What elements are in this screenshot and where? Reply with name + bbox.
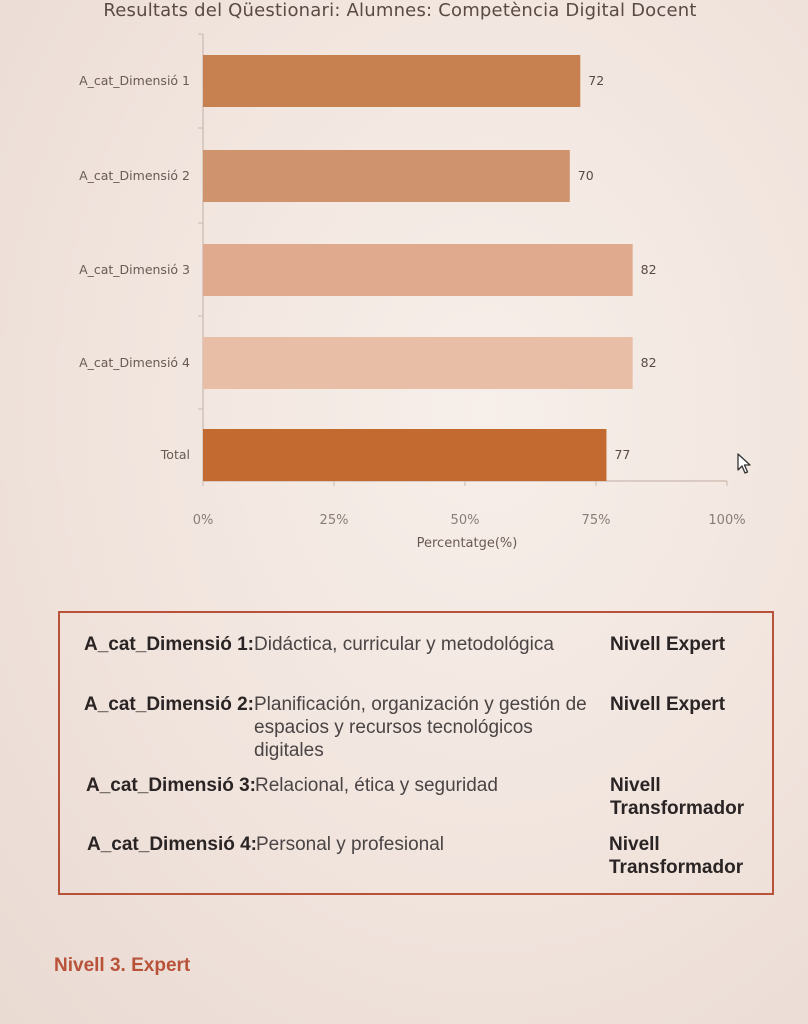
x-tick-label: 0% [193,513,214,528]
x-tick-label: 100% [708,513,745,528]
bar [203,244,633,296]
data-label: 70 [578,168,594,183]
x-axis-label: Percentatge(%) [417,536,518,551]
bar [203,150,570,202]
bar-chart: A_cat_Dimensió 1 72 A_cat_Dimensió 2 70 A_ca… [79,33,746,551]
dimension-description: Planificación, organización y gestión de… [254,694,587,761]
x-tick-label: 25% [320,513,349,528]
category-label: Total [160,447,190,462]
dimension-label: A_cat_Dimensió 4: [87,834,258,855]
category-label: A_cat_Dimensió 4 [79,355,190,370]
bar [203,337,633,389]
dimension-label: A_cat_Dimensió 2: [84,694,255,715]
dimension-label: A_cat_Dimensió 1: [84,634,255,655]
data-label: 82 [641,355,657,370]
bar [203,55,581,107]
dimension-description: Personal y profesional [256,834,444,855]
category-label: A_cat_Dimensió 3 [79,262,190,277]
dimension-description: Relacional, ética y seguridad [255,775,498,796]
mouse-pointer-icon [737,453,751,474]
dimension-level: Nivell Expert [610,694,726,715]
category-label: A_cat_Dimensió 2 [79,168,190,183]
data-label: 82 [641,262,657,277]
x-tick-label: 75% [582,513,611,528]
category-label: A_cat_Dimensió 1 [79,73,190,88]
bar [203,429,607,481]
dimension-level: Nivell Transformador [610,775,745,819]
x-tick-label: 50% [451,513,480,528]
chart-title: Resultats del Qüestionari: Alumnes: Comp… [103,0,697,21]
data-label: 77 [614,447,630,462]
data-label: 72 [588,73,604,88]
section-heading: Nivell 3. Expert [54,955,191,976]
dimension-label: A_cat_Dimensió 3: [86,775,257,796]
dimension-summary-table: A_cat_Dimensió 1: Didáctica, curricular … [58,611,774,895]
dimension-level: Nivell Transformador [609,834,744,878]
dimension-level: Nivell Expert [610,634,726,655]
dimension-description: Didáctica, curricular y metodológica [254,634,554,655]
